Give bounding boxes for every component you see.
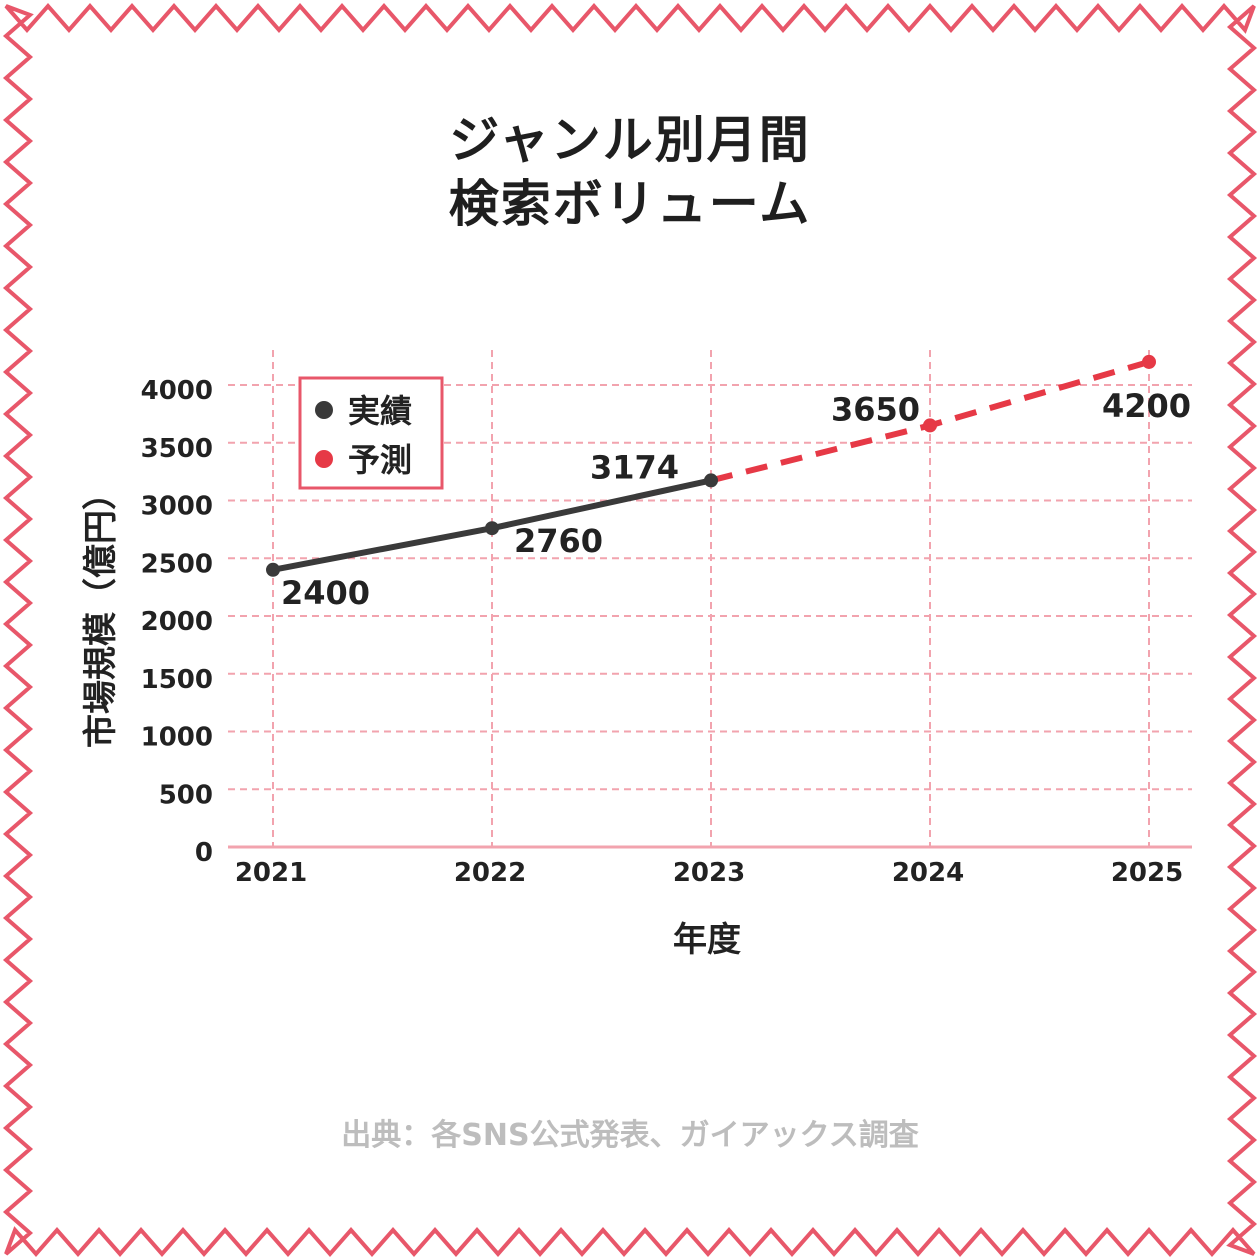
data-label: 3650: [831, 390, 920, 428]
y-tick-label: 500: [159, 780, 213, 810]
x-axis-title: 年度: [673, 920, 741, 960]
forecast-point: [923, 418, 937, 433]
forecast-point: [1142, 354, 1156, 369]
legend-box: [298, 376, 444, 490]
y-axis-title: 市場規模（億円）: [81, 476, 121, 748]
actual-point: [485, 521, 499, 536]
legend-label-forecast: 予測: [348, 441, 412, 479]
y-tick-label: 0: [195, 838, 213, 868]
y-tick-label: 4000: [141, 376, 213, 406]
x-tick-label: 2021: [235, 858, 307, 888]
legend-marker-forecast: [315, 450, 333, 468]
data-label: 2400: [281, 574, 370, 612]
y-tick-label: 3500: [141, 434, 213, 464]
chart-title: ジャンル別月間 検索ボリューム: [0, 108, 1260, 236]
actual-point: [266, 562, 280, 577]
y-tick-label: 1000: [141, 723, 213, 753]
x-tick-label: 2023: [673, 858, 745, 888]
data-label: 2760: [514, 522, 603, 560]
data-label: 4200: [1102, 387, 1191, 425]
legend-label-actual: 実績: [348, 392, 412, 430]
chart-title-line-2: 検索ボリューム: [448, 175, 812, 233]
x-tick-label: 2025: [1111, 858, 1183, 888]
actual-point: [704, 473, 718, 488]
x-tick-label: 2022: [454, 858, 526, 888]
source-note: 出典：各SNS公式発表、ガイアックス調査: [341, 1118, 919, 1153]
data-label: 3174: [590, 448, 679, 486]
y-tick-label: 3000: [141, 492, 213, 522]
chart-title-line-1: ジャンル別月間: [449, 111, 811, 169]
x-tick-label: 2024: [892, 858, 964, 888]
y-tick-label: 2500: [141, 549, 213, 579]
y-tick-label: 1500: [141, 665, 213, 695]
legend-marker-actual: [315, 401, 333, 419]
y-tick-label: 2000: [141, 607, 213, 637]
